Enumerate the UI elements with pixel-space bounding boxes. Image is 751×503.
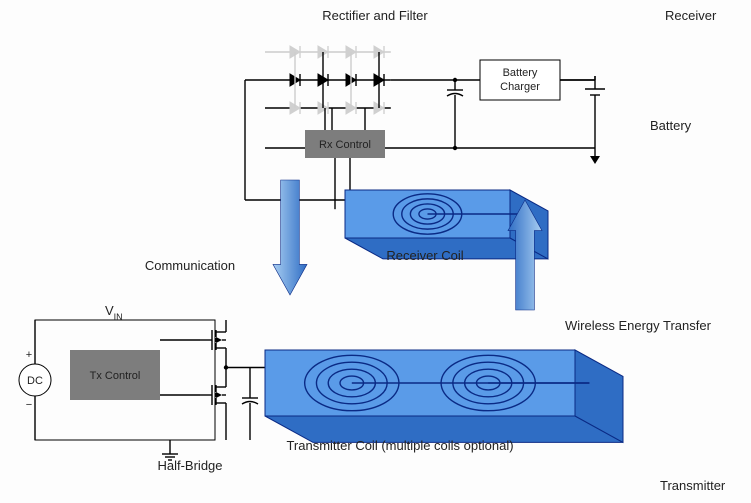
tx-control-label: Tx Control: [90, 370, 141, 382]
battery-charger-label: Charger: [500, 81, 540, 93]
rectifier-label: Rectifier and Filter: [322, 8, 428, 23]
mosfet: [200, 324, 226, 356]
label: +: [26, 349, 32, 361]
battery-label: Battery: [650, 118, 692, 133]
ground-arrow: [590, 148, 600, 164]
dc-label: DC: [27, 375, 43, 387]
communication-label: Communication: [145, 258, 235, 273]
half-bridge-label: Half-Bridge: [157, 458, 222, 473]
rx-control-label: Rx Control: [319, 139, 371, 151]
wet-label: Wireless Energy Transfer: [565, 318, 712, 333]
label: −: [26, 399, 32, 411]
vin-label: VIN: [105, 303, 123, 322]
transmitter-label: Transmitter: [660, 478, 726, 493]
battery-charger-label: Battery: [503, 67, 538, 79]
transmitter-coil: [265, 350, 623, 442]
transmitter-coil-label: Transmitter Coil (multiple coils optiona…: [286, 438, 513, 453]
battery-symbol: [585, 76, 605, 108]
mosfet: [200, 379, 226, 411]
arrow-down: [273, 180, 307, 295]
battery-charger-box: [480, 60, 560, 100]
capacitor: [242, 386, 258, 416]
receiver-coil-label: Receiver Coil: [386, 248, 463, 263]
receiver-label: Receiver: [665, 8, 717, 23]
capacitor: [447, 78, 463, 108]
